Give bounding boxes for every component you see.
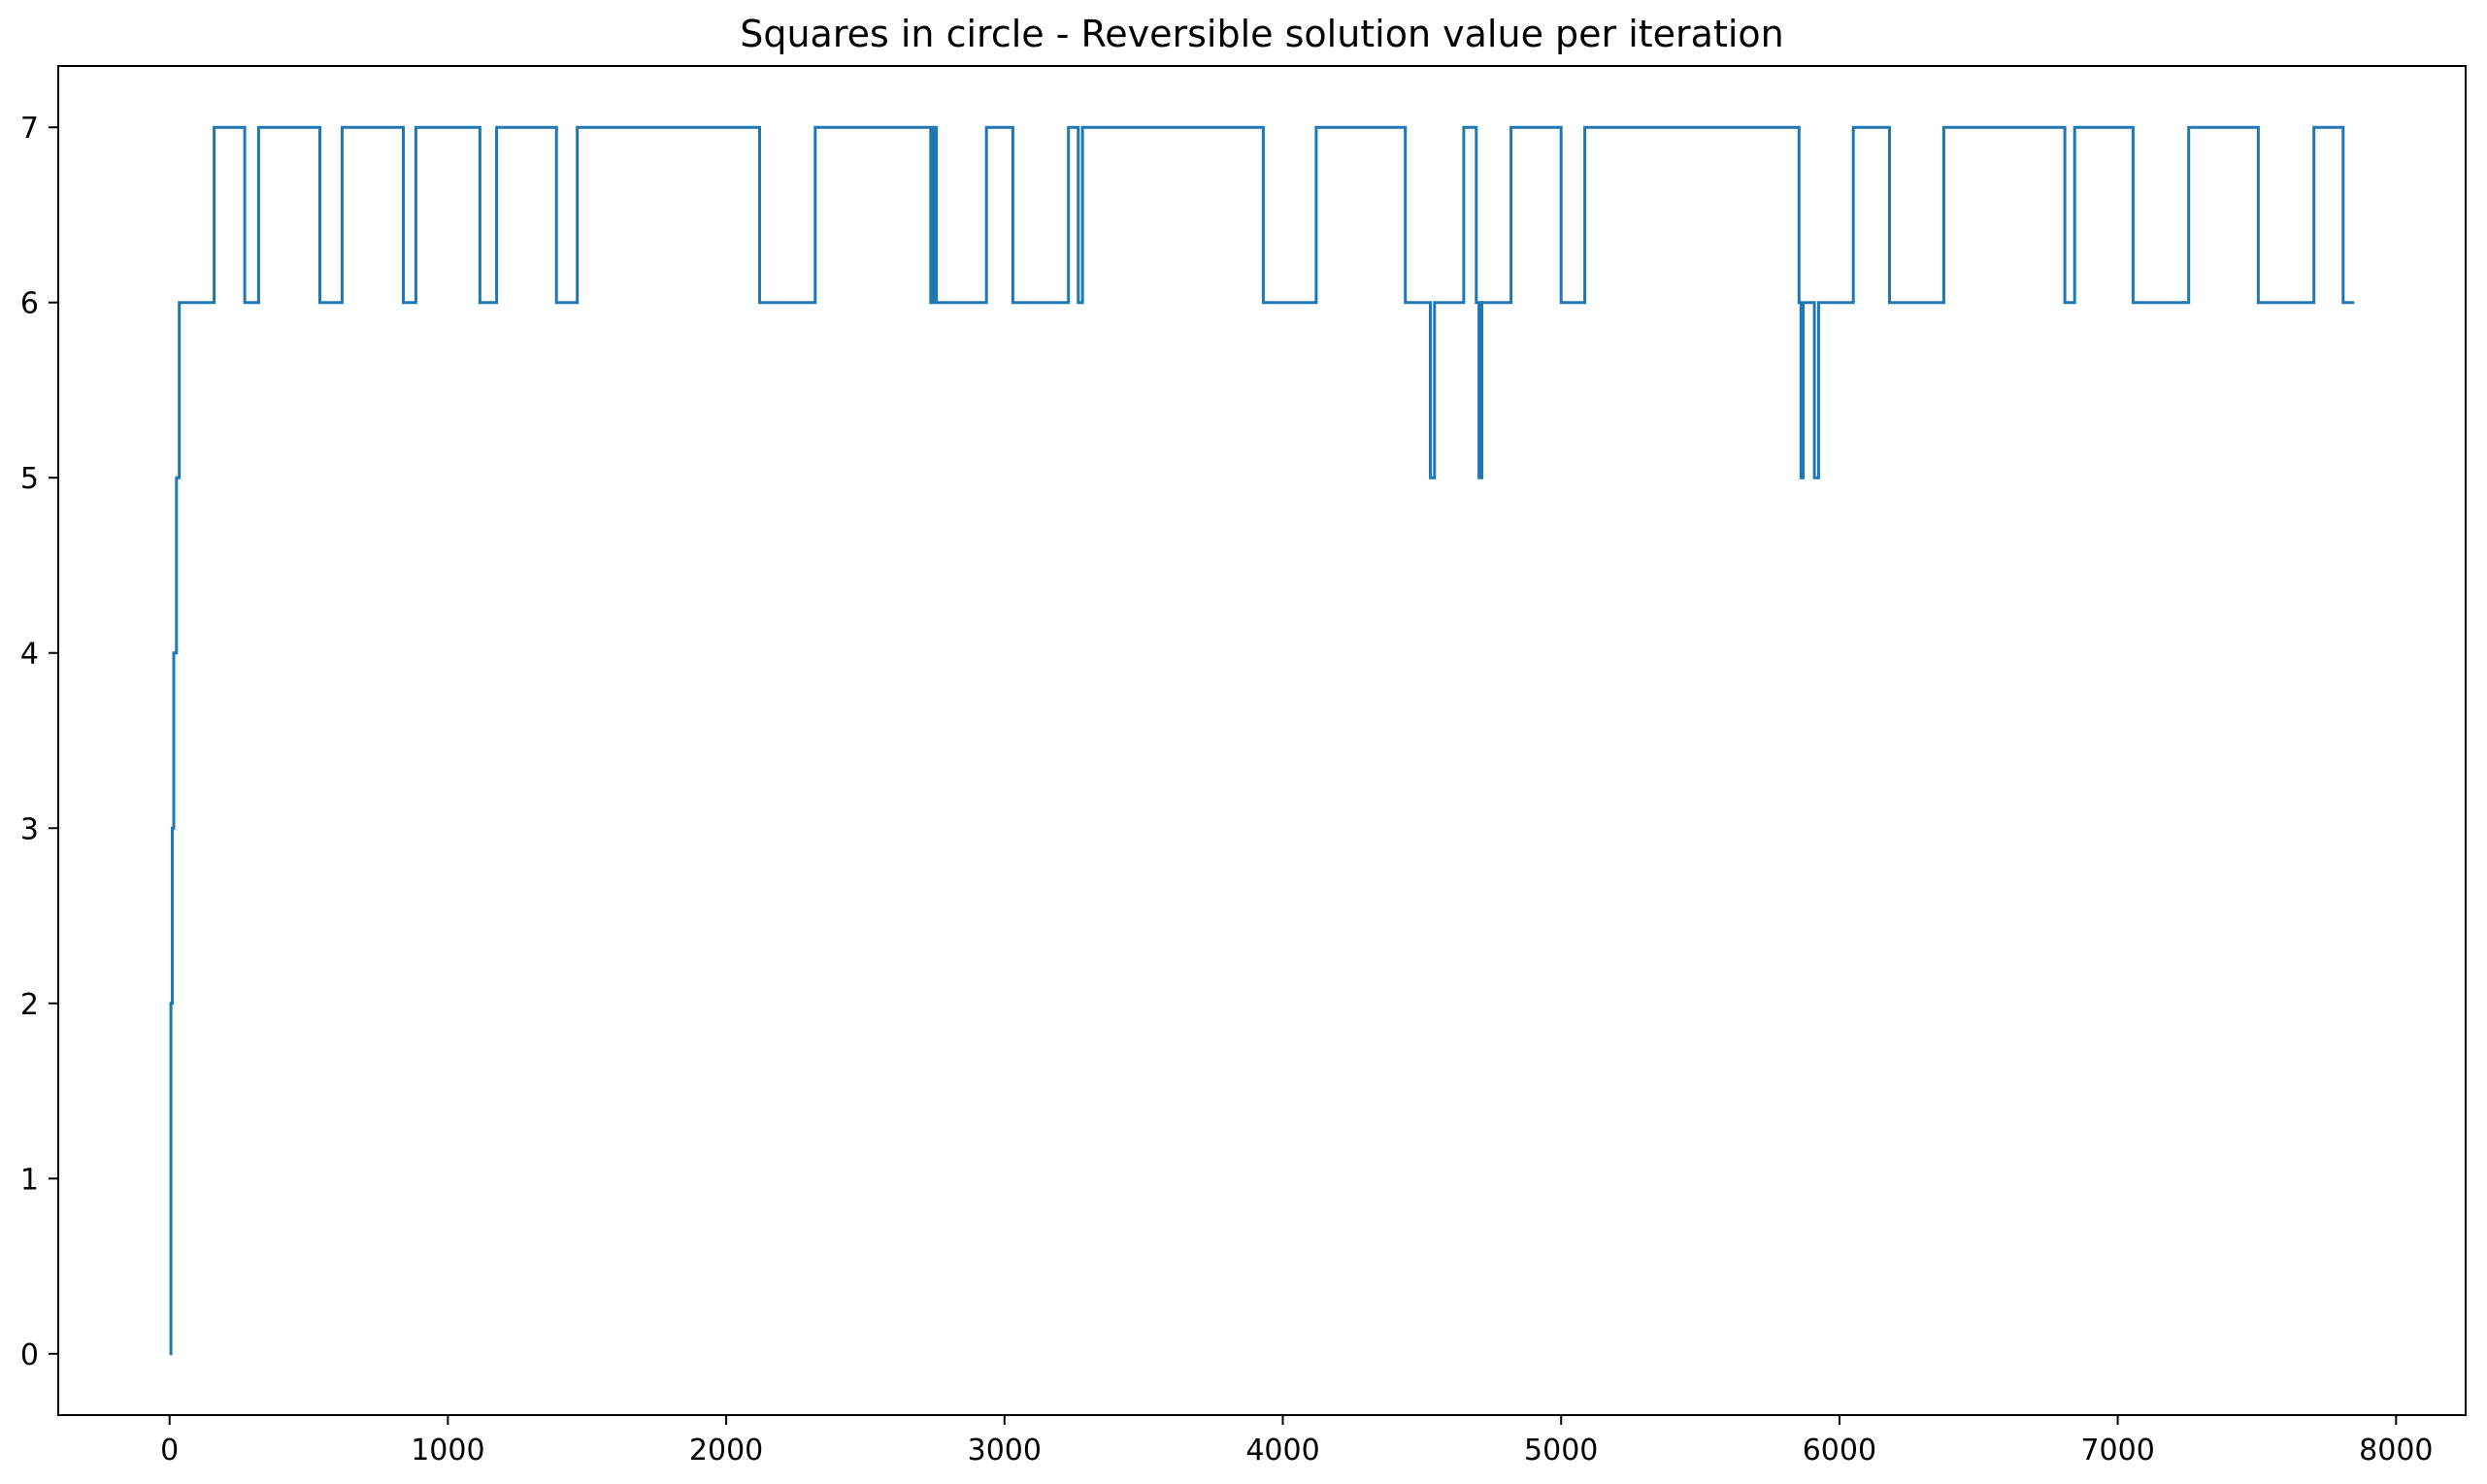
y-tick-label: 7: [20, 112, 39, 146]
x-tick-label: 1000: [411, 1434, 484, 1468]
x-tick-label: 2000: [689, 1434, 763, 1468]
x-tick-label: 8000: [2359, 1434, 2433, 1468]
x-tick-label: 7000: [2080, 1434, 2154, 1468]
x-axis: 0 1000 2000 3000 4000 5000 6000 7000 8000: [160, 1415, 2434, 1468]
y-axis: 0 1 2 3 4 5 6 7: [20, 112, 58, 1372]
y-tick-label: 4: [20, 638, 39, 672]
x-tick-label: 0: [160, 1434, 179, 1468]
y-tick-label: 3: [20, 812, 39, 846]
plot-frame: [57, 65, 2467, 1416]
chart-title: Squares in circle - Reversible solution …: [740, 13, 1784, 55]
y-tick-label: 6: [20, 287, 39, 321]
series-line: [169, 125, 2355, 1356]
x-tick-label: 6000: [1803, 1434, 1876, 1468]
y-tick-label: 2: [20, 988, 39, 1022]
x-tick-label: 4000: [1245, 1434, 1319, 1468]
x-tick-label: 3000: [968, 1434, 1042, 1468]
y-tick-label: 0: [20, 1338, 39, 1372]
y-tick-label: 5: [20, 462, 39, 496]
x-tick-label: 5000: [1524, 1434, 1598, 1468]
y-tick-label: 1: [20, 1163, 39, 1197]
